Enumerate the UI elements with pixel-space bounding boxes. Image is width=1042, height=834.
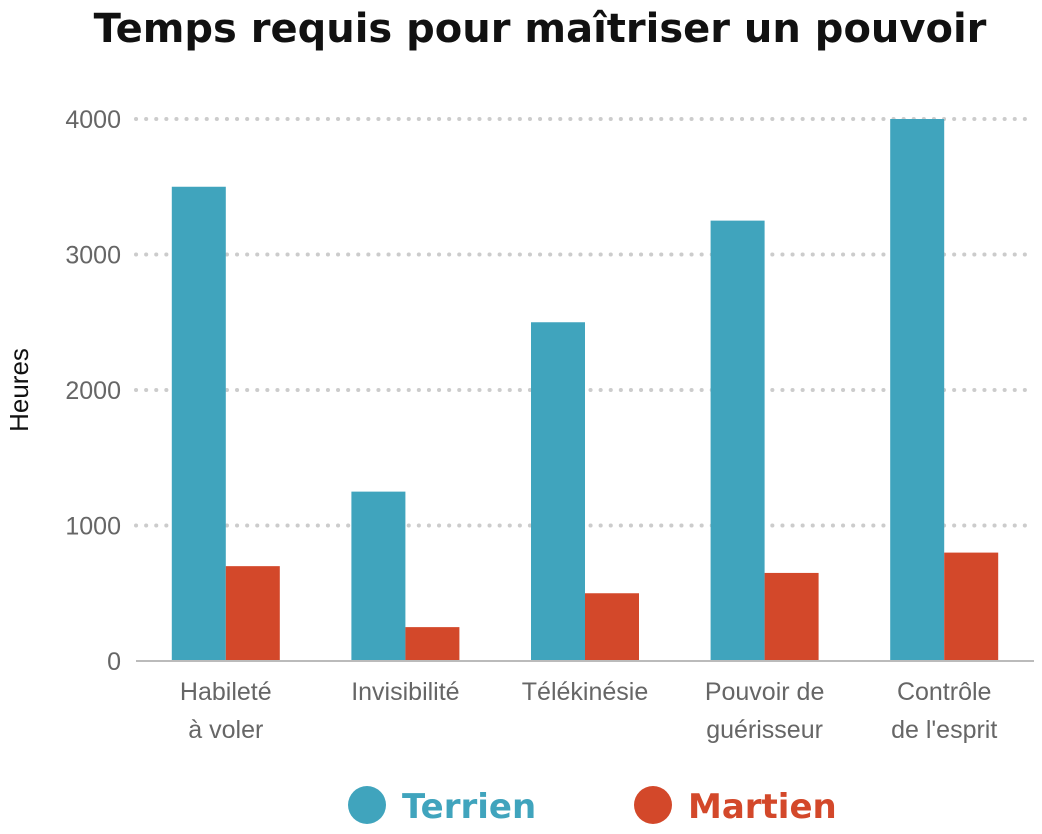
y-tick-label: 4000 — [65, 106, 121, 134]
y-tick-label: 0 — [107, 648, 121, 676]
legend-marker — [634, 786, 672, 824]
bar-martien-0 — [225, 566, 280, 661]
gridlines — [134, 117, 1036, 528]
x-tick-label-line: Invisibilité — [351, 678, 459, 706]
x-tick-label: Invisibilité — [351, 678, 459, 706]
x-axis-ticks: Habileté à voler Invisibilité Télékinésie Po… — [180, 678, 997, 744]
bar-terrien-3 — [710, 220, 765, 661]
x-tick-label: Habileté à voler — [180, 678, 272, 744]
bar-martien-2 — [585, 593, 639, 661]
x-tick-label-line: Contrôle — [897, 678, 992, 706]
bars — [171, 119, 999, 661]
y-tick-label: 3000 — [65, 242, 121, 270]
y-tick-label: 2000 — [65, 377, 121, 405]
y-tick-label: 1000 — [65, 513, 121, 541]
bar-terrien-0 — [171, 186, 226, 661]
y-axis-ticks: 0 1000 2000 3000 4000 — [65, 106, 121, 676]
bar-terrien-2 — [531, 322, 585, 661]
x-tick-label-line: Pouvoir de — [705, 678, 825, 706]
legend-label: Martien — [688, 787, 837, 827]
x-tick-label-line: à voler — [188, 716, 263, 744]
bar-martien-3 — [764, 572, 819, 661]
x-tick-label-line: Télékinésie — [522, 678, 648, 706]
legend-marker — [348, 786, 386, 824]
bar-terrien-1 — [351, 491, 406, 661]
legend-item-terrien: Terrien — [348, 786, 536, 827]
x-tick-label-line: Habileté — [180, 678, 272, 706]
bar-martien-1 — [405, 627, 460, 661]
x-tick-label: Pouvoir de guérisseur — [705, 678, 825, 744]
x-tick-label-line: de l'esprit — [891, 716, 997, 744]
legend-label: Terrien — [402, 787, 536, 827]
chart-title: Temps requis pour maîtriser un pouvoir — [94, 6, 987, 52]
x-tick-label: Contrôle de l'esprit — [891, 678, 997, 744]
x-tick-label: Télékinésie — [522, 678, 648, 706]
bar-terrien-4 — [890, 119, 945, 661]
x-tick-label-line: guérisseur — [706, 716, 823, 744]
y-axis-label: Heures — [4, 348, 34, 432]
legend-item-martien: Martien — [634, 786, 837, 827]
legend: Terrien Martien — [348, 786, 837, 827]
bar-martien-4 — [944, 552, 999, 661]
